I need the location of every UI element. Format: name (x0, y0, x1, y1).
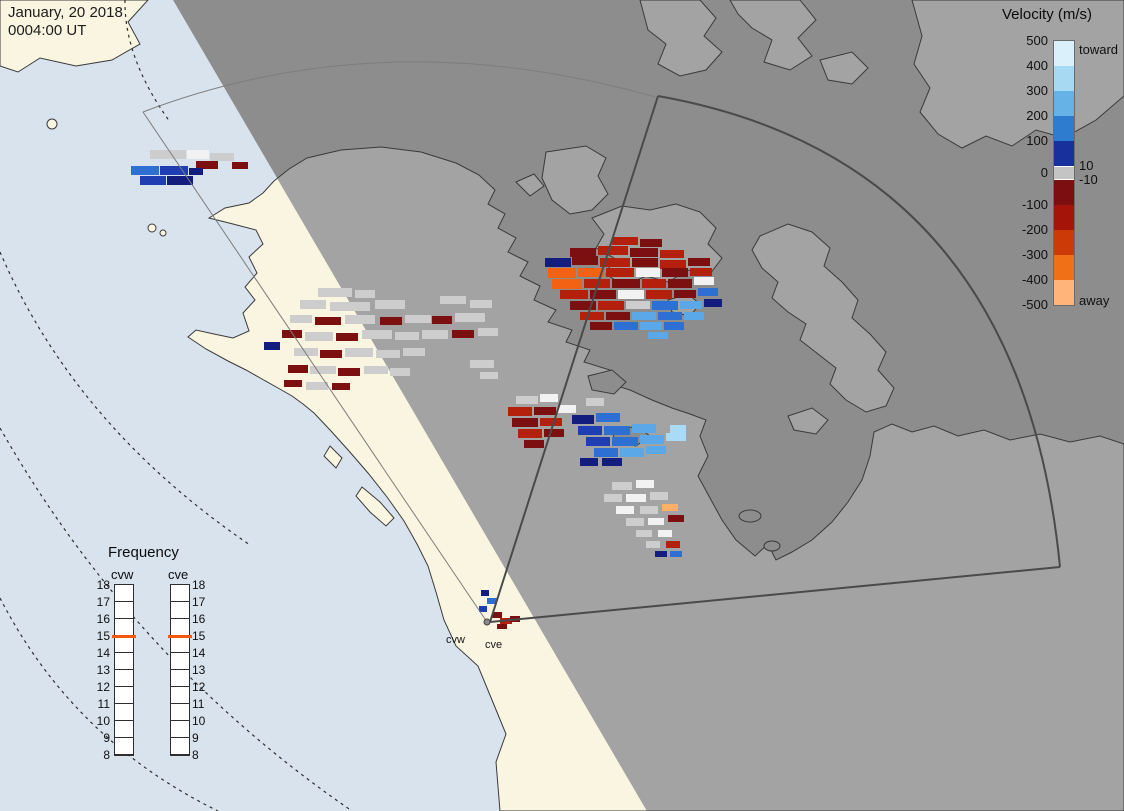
magnetic-graticule (0, 0, 353, 811)
